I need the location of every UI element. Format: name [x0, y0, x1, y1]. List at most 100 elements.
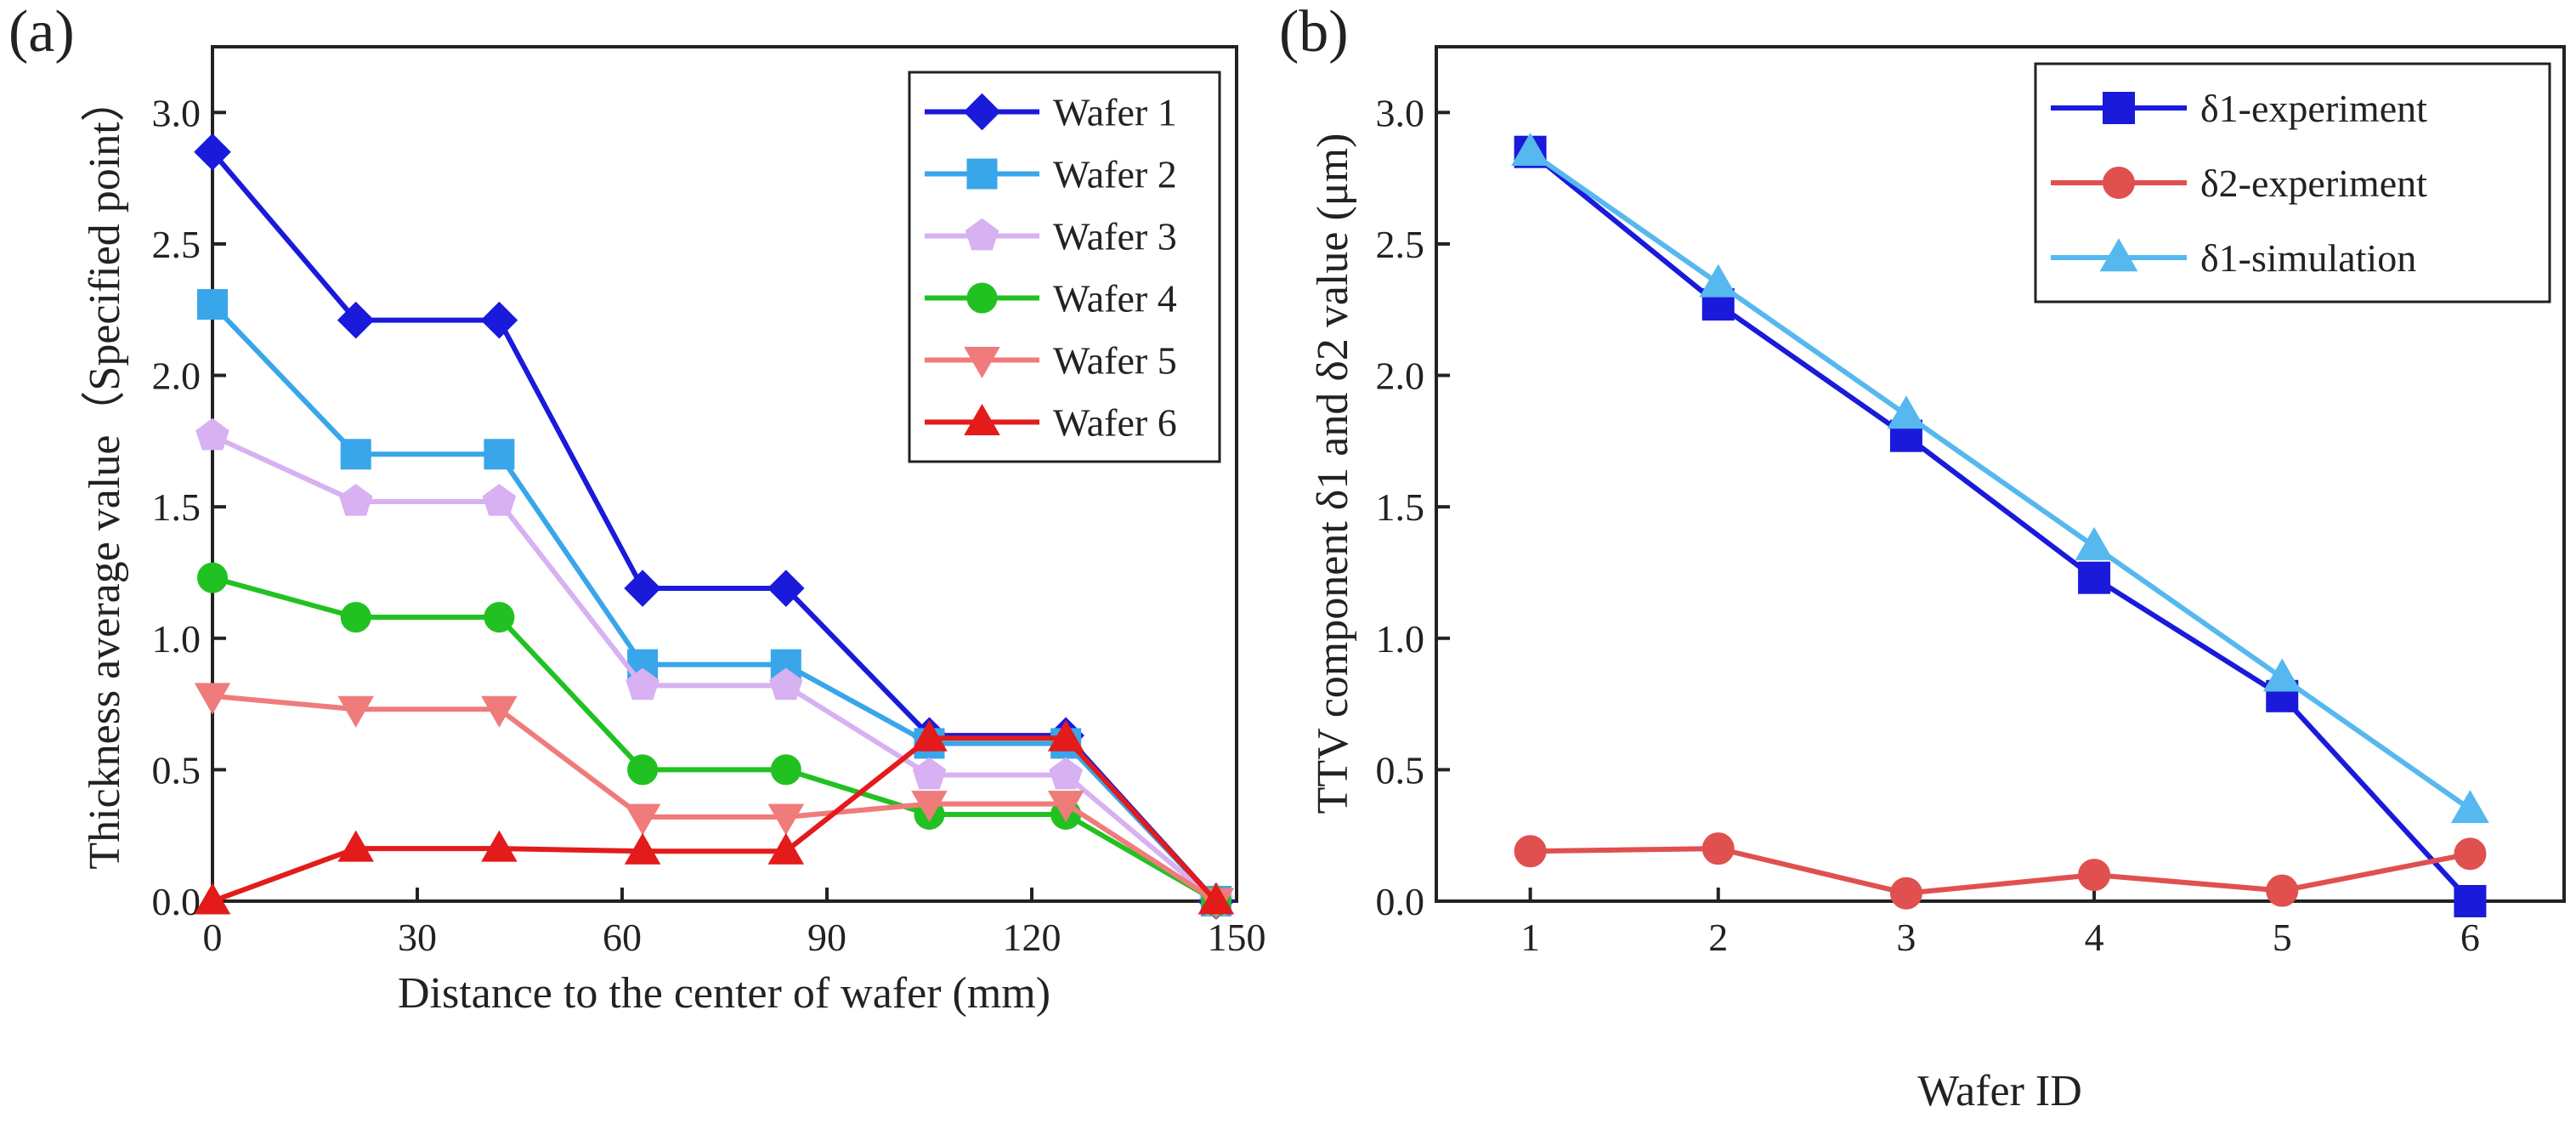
data-point: [2078, 859, 2111, 892]
data-point: [337, 301, 375, 339]
y-tick-label: 3.0: [152, 91, 201, 134]
data-point: [911, 791, 948, 823]
legend-item: Wafer 4: [925, 277, 1177, 321]
data-point: [1514, 835, 1547, 868]
y-tick-label: 3.0: [1376, 91, 1425, 134]
data-point: [911, 719, 948, 752]
legend-label: Wafer 3: [1053, 215, 1177, 258]
legend-marker: [964, 403, 1000, 435]
series-wafer-5: [194, 683, 1235, 920]
data-point: [1047, 791, 1084, 823]
legend-item: Wafer 3: [925, 215, 1177, 258]
series-line: [1530, 846, 2471, 896]
data-point: [481, 695, 518, 728]
legend-marker: [2103, 167, 2135, 199]
panel-b-ttv-chart: (b) 1 2 3 4 5 6 0.0 0.5 1.0 1.5 2.0 2.5 3.0 Wafer ID…: [1279, 0, 2566, 1115]
data-point: [767, 803, 805, 836]
legend-item: Wafer 2: [925, 153, 1177, 196]
data-point: [480, 301, 518, 339]
data-point: [2262, 658, 2301, 692]
data-point: [1197, 882, 1235, 915]
data-point: [197, 289, 228, 321]
legend-label: δ2-experiment: [2200, 162, 2427, 205]
data-point: [769, 667, 803, 701]
x-tick-label: 0: [203, 916, 223, 959]
x-tick-label: 3: [1896, 916, 1916, 959]
data-point: [2075, 526, 2114, 560]
data-point: [624, 570, 661, 607]
data-point: [194, 683, 231, 715]
legend-label: Wafer 2: [1053, 153, 1177, 196]
data-point: [1511, 132, 1550, 166]
series-line: [211, 735, 1219, 904]
panel-b-legend: δ1-experiment δ2-experiment δ1-simulation: [2034, 62, 2551, 304]
series-δ2-experiment: [1514, 832, 2487, 910]
data-point: [340, 602, 371, 633]
data-point: [626, 667, 660, 701]
data-point: [338, 484, 373, 516]
x-tick-label: 90: [807, 916, 846, 959]
panel-a-plot-frame: [211, 45, 1238, 903]
y-tick-label: 1.0: [1376, 617, 1425, 661]
legend-marker: [2099, 238, 2138, 272]
panel-a-y-axis-title: Thickness average value（Specified point）: [81, 77, 129, 869]
data-point: [767, 570, 805, 607]
data-point: [484, 602, 515, 633]
panel-a-legend: Wafer 1 Wafer 2 Wafer 3 Wafer 4 Wafer 5 Wafer…: [908, 71, 1221, 463]
series-wafer-2: [197, 289, 1231, 916]
legend-label: Wafer 1: [1053, 91, 1177, 134]
data-point: [627, 754, 659, 786]
x-tick-label: 120: [1003, 916, 1062, 959]
panel-b-y-axis-title: TTV component δ1 and δ2 value (μm): [1309, 133, 1357, 814]
legend-marker: [966, 282, 998, 314]
y-tick-label: 1.0: [152, 617, 201, 661]
legend-item: Wafer 1: [925, 91, 1177, 134]
series-line: [212, 575, 1218, 904]
y-tick-label: 0.0: [1376, 880, 1425, 923]
legend-item: Wafer 6: [925, 401, 1177, 445]
series-line: [210, 302, 1219, 904]
legend-item: δ1-experiment: [2051, 87, 2427, 130]
x-tick-label: 4: [2085, 916, 2104, 959]
legend-marker: [966, 158, 998, 190]
panel-b-plot-frame: [1435, 45, 2566, 903]
data-point: [481, 830, 518, 862]
series-line: [1528, 150, 2472, 812]
x-tick-label: 2: [1708, 916, 1728, 959]
data-point: [770, 754, 801, 786]
legend-marker: [965, 218, 999, 251]
x-tick-label: 1: [1520, 916, 1540, 959]
data-point: [2078, 561, 2111, 594]
legend-item: δ2-experiment: [2051, 162, 2427, 205]
series-line: [211, 433, 1218, 904]
data-point: [767, 832, 805, 865]
data-point: [2454, 837, 2487, 871]
legend-marker: [2103, 92, 2135, 124]
y-tick-label: 2.5: [152, 223, 201, 266]
series-wafer-6: [194, 719, 1235, 915]
y-tick-label: 2.5: [1376, 223, 1425, 266]
legend-label: δ1-simulation: [2200, 236, 2416, 280]
y-tick-label: 1.5: [1376, 485, 1425, 529]
series-line: [1528, 150, 2472, 904]
y-tick-label: 1.5: [152, 485, 201, 529]
series-line: [210, 150, 1219, 904]
data-point: [482, 484, 517, 516]
legend-label: δ1-experiment: [2200, 87, 2427, 130]
panel-a-x-axis-title: Distance to the center of wafer (mm): [398, 969, 1050, 1018]
data-point: [194, 133, 231, 171]
data-point: [484, 439, 515, 470]
x-tick-label: 60: [603, 916, 642, 959]
y-tick-label: 2.0: [1376, 355, 1425, 398]
y-tick-label: 0.0: [152, 880, 201, 923]
x-tick-label: 6: [2460, 916, 2480, 959]
panel-b-label: (b): [1279, 0, 1349, 65]
legend-frame: [908, 71, 1221, 463]
data-point: [337, 830, 374, 862]
y-tick-label: 2.0: [152, 355, 201, 398]
data-point: [624, 832, 661, 865]
panel-a-thickness-chart: (a) 0 30 60 90 120 150 0.0 0.5 1.0 1.5 2.0 2.5 3.0 D…: [8, 0, 1266, 1018]
legend-marker: [964, 347, 1000, 379]
legend-label: Wafer 6: [1053, 401, 1177, 445]
data-point: [1887, 395, 1926, 429]
